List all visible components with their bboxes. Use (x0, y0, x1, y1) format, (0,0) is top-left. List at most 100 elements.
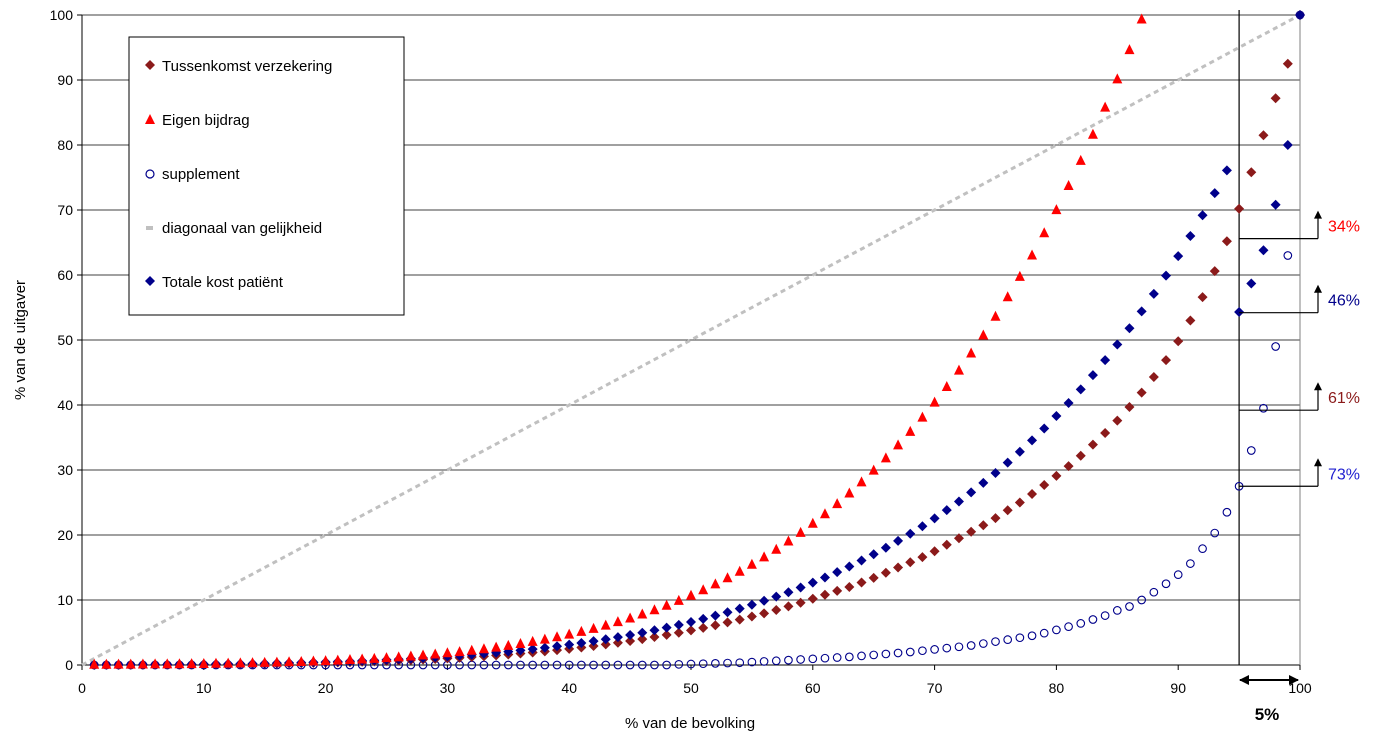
share-annotation: 34% (1239, 210, 1360, 240)
data-point (430, 648, 441, 659)
data-point (1282, 58, 1293, 69)
legend-item: Tussenkomst verzekering (145, 58, 332, 75)
data-point (819, 508, 830, 519)
data-point (784, 655, 793, 665)
data-point (1186, 559, 1195, 568)
data-point (1209, 188, 1220, 199)
data-point (698, 584, 709, 595)
data-point (1234, 307, 1245, 318)
data-point (941, 505, 952, 516)
data-point (1039, 479, 1050, 490)
data-point (954, 642, 964, 652)
data-point (539, 642, 550, 653)
data-point (857, 651, 866, 661)
data-point (1039, 628, 1049, 638)
data-point (1148, 372, 1159, 383)
data-point (1198, 544, 1207, 554)
x-tick-label: 90 (1170, 680, 1186, 696)
data-point (978, 477, 989, 488)
data-point (405, 650, 416, 661)
data-point (1027, 489, 1038, 500)
data-point (1136, 387, 1147, 398)
data-point (1075, 154, 1086, 165)
y-axis-ticks: 0 10 20 30 40 50 60 70 80 90 100 (50, 7, 82, 673)
data-point (868, 572, 879, 583)
data-point (893, 439, 904, 450)
data-point (1246, 278, 1257, 289)
data-point (832, 585, 843, 596)
data-point (1002, 291, 1013, 302)
data-point (1112, 415, 1123, 426)
data-point (723, 658, 732, 668)
data-point (807, 577, 818, 588)
data-point (710, 620, 721, 631)
data-point (990, 513, 1001, 524)
data-point (929, 513, 940, 524)
data-point (710, 610, 721, 621)
data-point (722, 572, 733, 583)
data-point (662, 660, 671, 670)
data-point (308, 655, 319, 666)
x-tick-label: 60 (805, 680, 821, 696)
x-tick-label: 40 (561, 680, 577, 696)
data-point (527, 644, 538, 655)
data-point (284, 656, 295, 667)
data-point (637, 634, 648, 645)
data-point (528, 660, 538, 670)
annotations: 34% 46% 61% 73% (1239, 210, 1360, 487)
data-point (576, 625, 587, 636)
x-tick-label: 50 (683, 680, 699, 696)
y-tick-label: 0 (65, 657, 73, 673)
data-point (844, 487, 855, 498)
data-point (1051, 470, 1062, 481)
data-point (1222, 507, 1232, 517)
y-tick-label: 10 (57, 592, 73, 608)
data-point (661, 629, 672, 640)
data-point (564, 660, 574, 670)
data-point (649, 625, 660, 636)
arrow-right-icon (1289, 675, 1299, 685)
data-point (320, 655, 331, 666)
data-point (478, 643, 489, 654)
data-point (1136, 13, 1147, 24)
arrow-up-icon (1314, 210, 1322, 219)
data-point (625, 660, 635, 670)
data-point (942, 643, 952, 653)
legend-marker-diamond-icon (145, 276, 155, 286)
data-point (759, 595, 770, 606)
data-point (1124, 323, 1135, 334)
data-point (1173, 251, 1184, 262)
y-axis-title: % van de uitgaver (12, 280, 29, 400)
data-point (1087, 439, 1098, 450)
data-point (807, 593, 818, 604)
data-point (259, 656, 270, 667)
data-point (808, 654, 818, 664)
data-point (600, 634, 611, 645)
data-point (393, 651, 404, 662)
data-point (820, 653, 830, 663)
data-point (917, 521, 928, 532)
data-point (1246, 167, 1257, 178)
data-point (198, 657, 209, 668)
legend-marker-circle-icon (145, 169, 155, 179)
data-point (893, 535, 904, 546)
data-point (905, 425, 916, 436)
share-annotation: 73% (1239, 458, 1360, 487)
data-point (625, 629, 636, 640)
legend-label: Tussenkomst verzekering (162, 58, 332, 75)
data-point (1148, 288, 1159, 299)
data-point (612, 616, 623, 627)
data-point (673, 619, 684, 630)
data-point (856, 577, 867, 588)
data-point (418, 649, 429, 660)
data-point (1124, 401, 1135, 412)
data-point (710, 578, 721, 589)
data-point (759, 608, 770, 619)
data-point (917, 411, 928, 422)
data-point (844, 652, 854, 662)
data-point (1075, 450, 1086, 461)
data-point (856, 555, 867, 566)
annotation-label: 46% (1328, 293, 1360, 310)
data-point (442, 647, 453, 658)
data-point (296, 655, 307, 666)
